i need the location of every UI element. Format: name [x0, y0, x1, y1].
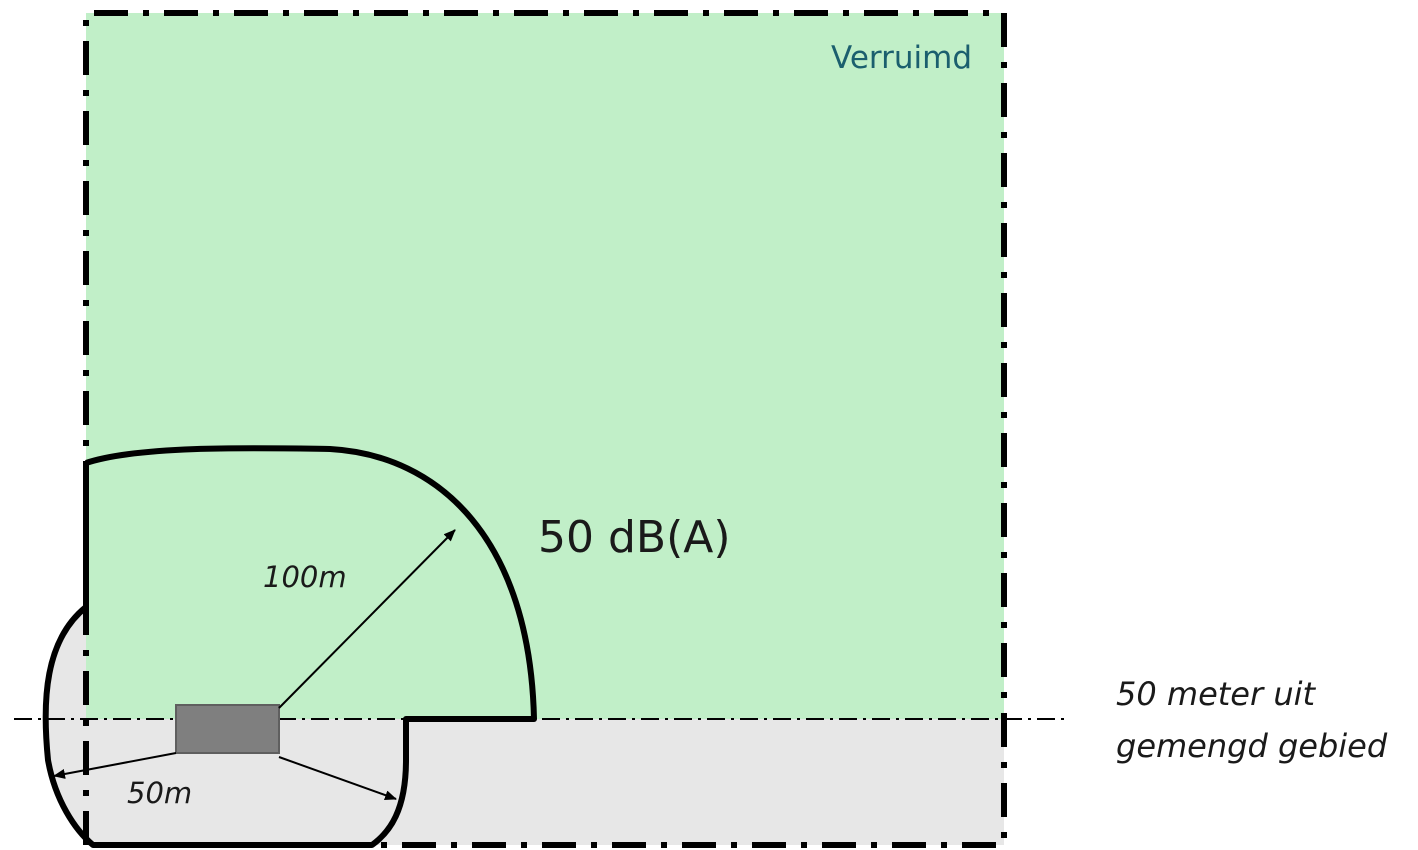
radius-arrow-100m: [278, 529, 456, 709]
boundary-note-line-1: 50 meter uit: [1116, 675, 1316, 713]
verruimd-zone: [86, 13, 1004, 719]
radius-label-100m: 100m: [263, 560, 347, 594]
radius-label-50m: 50m: [127, 776, 192, 810]
noise-source: [175, 704, 280, 754]
verruimd-boundary: [83, 10, 1007, 848]
radius-arrow-50m-right: [278, 756, 397, 800]
radius-arrow-50m-left: [53, 752, 177, 779]
noise-contour-50db: [42, 445, 537, 848]
noise-level-label: 50 dB(A): [538, 512, 731, 563]
boundary-note-line-2: gemengd gebied: [1116, 727, 1388, 765]
zone-label-verruimd: Verruimd: [831, 40, 972, 76]
